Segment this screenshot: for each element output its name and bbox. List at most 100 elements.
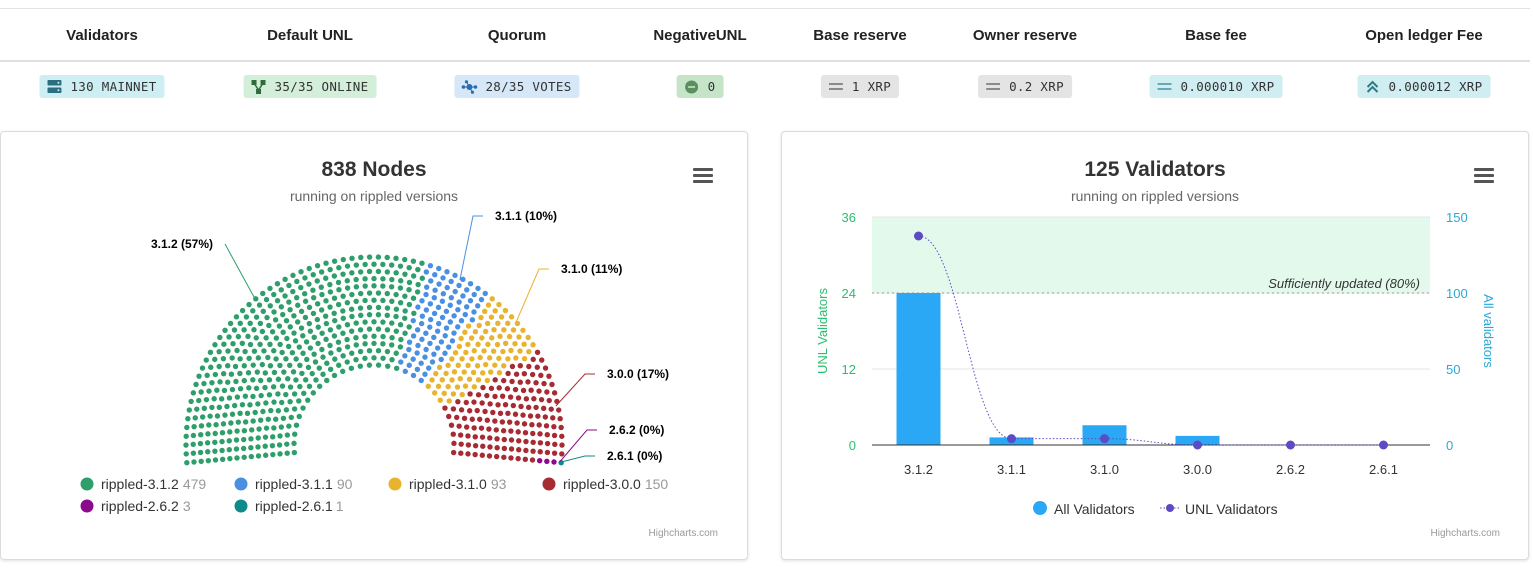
validators-badge[interactable]: 130 MAINNET	[39, 75, 165, 98]
negative-unl-badge[interactable]: 0	[676, 75, 724, 98]
default-unl-badge[interactable]: 35/35 ONLINE	[243, 75, 377, 98]
unl-point[interactable]	[914, 231, 923, 241]
node-dot	[419, 275, 425, 281]
node-dot	[273, 356, 279, 362]
node-dot	[188, 398, 194, 405]
node-dot	[461, 415, 468, 422]
legend-item[interactable]: UNL Validators	[1160, 501, 1278, 517]
node-dot	[366, 254, 373, 260]
legend-item[interactable]: All Validators	[1033, 501, 1135, 517]
legend-item[interactable]: rippled-3.0.0 150	[542, 476, 669, 492]
node-dot	[500, 348, 506, 355]
slice-label: 2.6.1 (0%)	[607, 449, 662, 463]
node-dot	[235, 419, 242, 425]
credits[interactable]: Highcharts.com	[1431, 528, 1500, 539]
legend-label: rippled-3.1.1 90	[255, 476, 353, 492]
node-dot	[291, 440, 297, 447]
bar[interactable]	[1175, 435, 1220, 445]
node-dot	[384, 254, 390, 261]
node-dot	[487, 435, 493, 441]
node-dot	[294, 278, 300, 285]
legend-item[interactable]: rippled-3.1.0 93	[388, 476, 507, 492]
unl-point[interactable]	[1100, 434, 1109, 444]
bar[interactable]	[896, 293, 941, 445]
node-dot	[492, 362, 498, 368]
node-dot	[429, 359, 436, 365]
node-dot	[371, 261, 377, 267]
quorum-badge[interactable]: 28/35 VOTES	[454, 75, 580, 98]
owner-reserve-badge[interactable]: 0.2 XRP	[978, 75, 1072, 98]
node-dot	[465, 323, 472, 329]
node-dot	[551, 423, 557, 430]
node-dot	[486, 426, 492, 432]
legend-item[interactable]: rippled-2.6.2 3	[80, 498, 191, 514]
node-dot	[221, 387, 228, 394]
node-dot	[271, 399, 277, 405]
node-dot	[479, 335, 485, 341]
unl-point[interactable]	[1379, 440, 1388, 450]
legend-item[interactable]: rippled-3.1.2 479	[80, 476, 207, 492]
node-dot	[307, 328, 314, 334]
node-dot	[516, 438, 522, 444]
node-dot	[306, 383, 313, 390]
node-dot	[279, 399, 285, 406]
node-dot	[375, 326, 382, 332]
node-dot	[389, 342, 395, 348]
node-dot	[267, 363, 274, 369]
node-dot	[314, 262, 321, 269]
chart-title: 838 Nodes	[321, 158, 426, 181]
legend-item[interactable]: rippled-3.1.1 90	[234, 476, 353, 492]
node-dot	[284, 441, 290, 447]
node-dot	[508, 446, 515, 452]
node-dot	[233, 437, 240, 443]
node-dot	[198, 458, 204, 465]
chart-subtitle: running on rippled versions	[290, 188, 458, 204]
legend-label: rippled-3.1.2 479	[101, 476, 206, 492]
node-dot	[287, 398, 293, 405]
node-dot	[273, 335, 280, 341]
credits[interactable]: Highcharts.com	[649, 528, 718, 539]
node-dot	[477, 416, 483, 422]
node-dot	[353, 342, 359, 348]
node-dot	[384, 290, 390, 297]
node-dot	[457, 432, 464, 438]
node-dot	[442, 405, 448, 411]
unl-point[interactable]	[1007, 434, 1016, 444]
node-dot	[509, 363, 516, 370]
node-dot	[558, 424, 564, 431]
node-dot	[212, 430, 218, 437]
unl-point[interactable]	[1286, 440, 1295, 450]
node-dot	[488, 314, 495, 320]
node-dot	[284, 335, 290, 342]
node-dot	[250, 377, 256, 383]
node-dot	[307, 345, 314, 351]
node-dot	[426, 365, 432, 371]
node-dot	[397, 299, 404, 306]
node-dot	[454, 414, 460, 421]
unl-point[interactable]	[1193, 440, 1202, 450]
legend-marker	[80, 499, 94, 513]
hamburger-menu-icon[interactable]	[693, 168, 713, 183]
base-fee-badge[interactable]: 0.000010 XRP	[1149, 75, 1283, 98]
node-dot	[493, 427, 499, 433]
leader-line	[514, 268, 549, 325]
node-dot	[197, 449, 204, 456]
node-dot	[302, 275, 308, 281]
node-dot	[314, 301, 321, 307]
node-dot	[328, 350, 334, 356]
node-dot	[422, 354, 428, 360]
node-dot	[502, 307, 509, 314]
base-reserve-badge[interactable]: 1 XRP	[820, 75, 900, 98]
node-dot	[239, 401, 246, 408]
node-dot	[277, 341, 283, 348]
leader-line	[558, 429, 597, 463]
node-dot	[199, 414, 206, 420]
node-dot	[366, 362, 373, 368]
node-dot	[274, 297, 281, 304]
legend-marker	[1166, 504, 1174, 512]
hamburger-menu-icon[interactable]	[1474, 168, 1494, 183]
node-dot	[448, 422, 455, 428]
legend-item[interactable]: rippled-2.6.1 1	[234, 498, 344, 514]
node-dot	[300, 405, 306, 411]
open-ledger-fee-badge[interactable]: 0.000012 XRP	[1357, 75, 1491, 98]
